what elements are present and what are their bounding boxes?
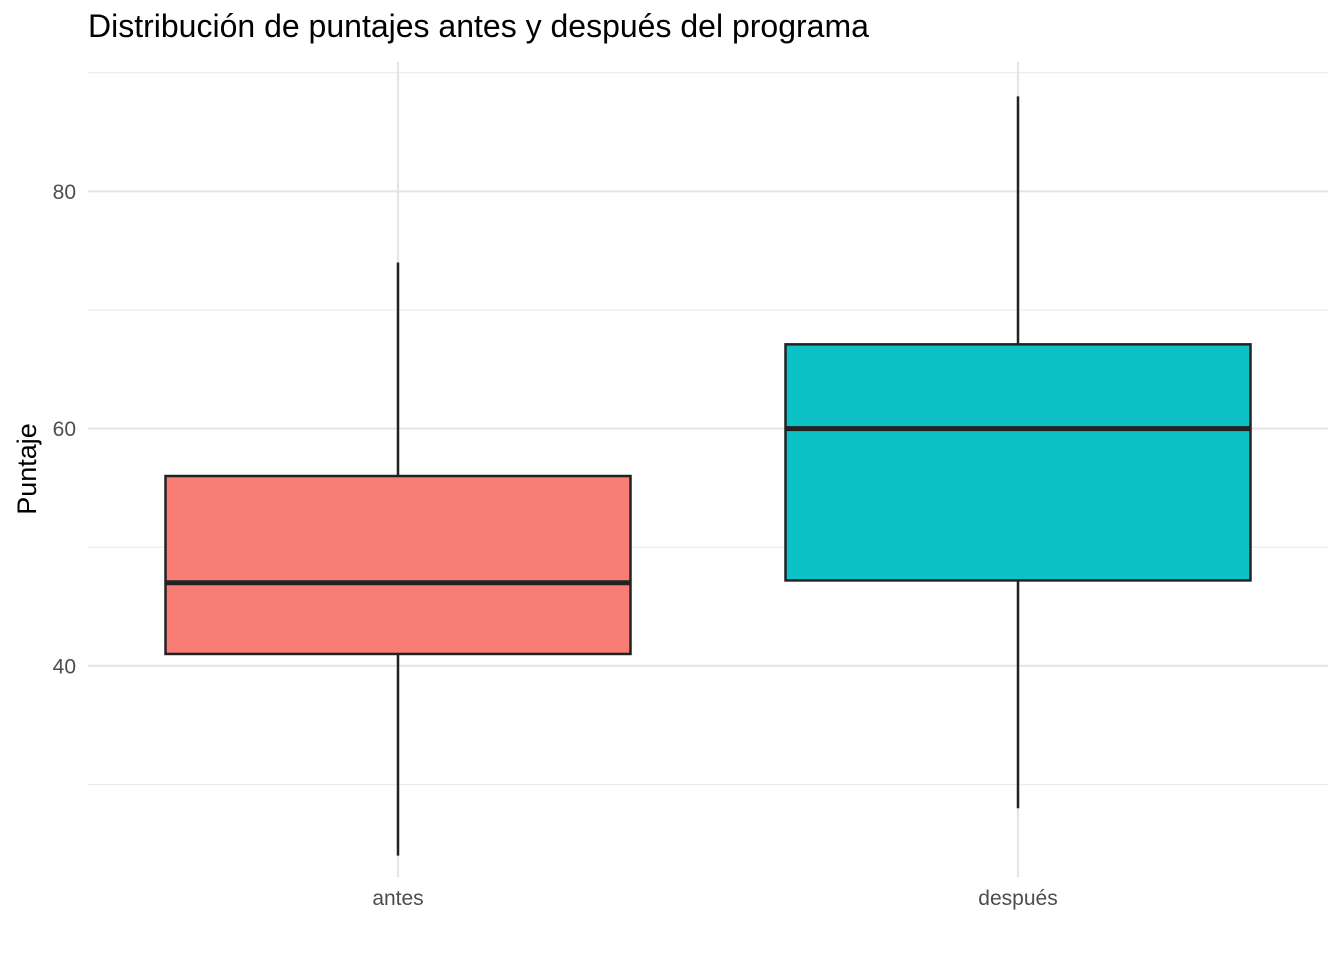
box-rect-1 [784,343,1252,582]
box-0 [164,262,632,856]
box-rect-0 [164,474,632,656]
axis-layer: 40 60 80 antes después [53,181,1058,910]
x-tick-label-1: después [978,887,1057,910]
y-tick-label-40: 40 [53,655,76,678]
y-axis-label: Puntaje [12,423,42,515]
x-tick-label-0: antes [372,887,423,910]
box-1 [784,96,1252,809]
chart-title: Distribución de puntajes antes y después… [88,8,869,44]
y-tick-label-80: 80 [53,181,76,204]
box-layer [164,96,1252,856]
y-tick-label-60: 60 [53,418,76,441]
